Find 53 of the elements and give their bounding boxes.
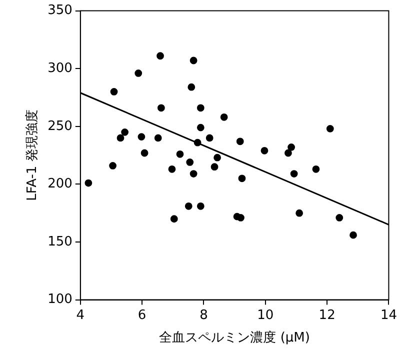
point: [236, 138, 244, 146]
point: [210, 163, 218, 171]
point: [196, 124, 204, 132]
y-tick-label: 350: [48, 3, 72, 18]
point: [157, 104, 165, 112]
point: [190, 56, 198, 64]
x-axis-title: 全血スペルミン濃度 (μM): [159, 330, 310, 346]
x-tick-label: 4: [76, 308, 85, 323]
y-axis-title: LFA-1 発現強度: [24, 110, 40, 201]
x-tick-label: 8: [200, 308, 208, 323]
point: [184, 202, 192, 210]
point: [134, 70, 142, 77]
point: [290, 170, 298, 178]
y-tick-label: 300: [48, 60, 72, 76]
point: [156, 52, 164, 60]
point: [296, 209, 304, 217]
point: [121, 128, 129, 136]
point: [196, 104, 204, 112]
point: [326, 125, 334, 132]
point: [284, 149, 292, 157]
point: [196, 202, 204, 210]
point: [237, 214, 244, 222]
y-tick-label: 150: [48, 234, 72, 250]
point: [116, 134, 124, 142]
point: [336, 214, 344, 222]
x-tick-label: 12: [318, 308, 336, 323]
y-tick-label: 200: [48, 176, 72, 192]
point: [138, 133, 146, 141]
y-tick-label: 250: [48, 118, 72, 134]
point: [109, 162, 116, 170]
point: [220, 113, 228, 121]
point: [190, 170, 198, 178]
x-tick-label: 10: [257, 308, 274, 323]
point: [238, 174, 246, 182]
x-tick-label: 14: [380, 308, 397, 323]
point: [312, 165, 320, 173]
point: [188, 83, 196, 91]
point: [214, 154, 222, 162]
point: [154, 134, 162, 142]
point: [206, 134, 214, 142]
point: [186, 158, 194, 166]
y-tick-label: 100: [48, 292, 72, 308]
point: [168, 165, 176, 173]
point: [84, 179, 92, 187]
point: [140, 149, 148, 157]
point: [288, 144, 295, 151]
x-tick-label: 6: [138, 308, 146, 323]
point: [110, 88, 118, 96]
point: [176, 150, 184, 158]
point: [260, 146, 268, 154]
point: [350, 231, 357, 239]
point: [170, 215, 178, 223]
point: [194, 138, 202, 146]
